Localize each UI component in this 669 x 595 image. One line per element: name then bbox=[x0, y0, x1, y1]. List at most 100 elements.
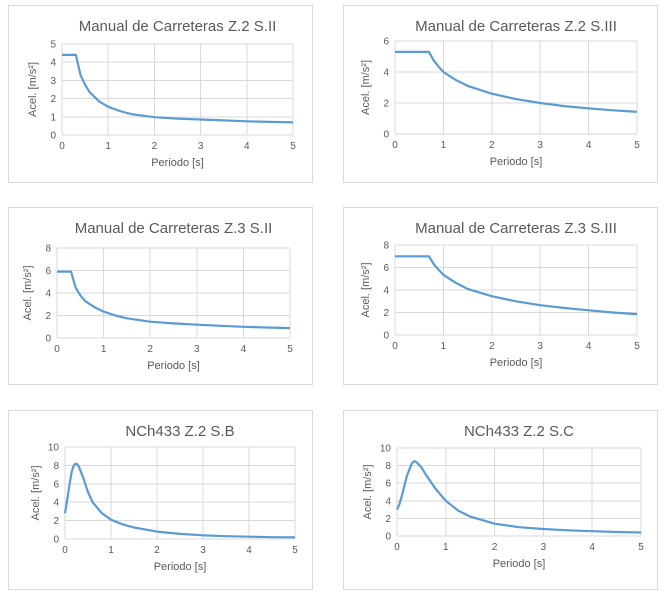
x-tick-label: 2 bbox=[152, 141, 158, 152]
y-tick-label: 2 bbox=[383, 99, 389, 110]
x-tick-label: 1 bbox=[441, 140, 447, 151]
chart-4: 0 2 4 6 8 0 1 2 3 4 5 Manual de Carreteras Z.3 S.II… bbox=[360, 220, 640, 369]
y-tick-label: 4 bbox=[53, 498, 59, 509]
x-tick-label: 1 bbox=[105, 141, 111, 152]
y-tick-label: 10 bbox=[380, 444, 392, 455]
x-tick-label: 4 bbox=[586, 140, 592, 151]
x-tick-label: 0 bbox=[394, 542, 400, 553]
chart-title: NCh433 Z.2 S.B bbox=[125, 423, 234, 440]
chart-panel-6: 0 2 4 6 8 10 0 1 2 3 4 5 NCh433 Z.2 S.C Periodo [s] Ac… bbox=[343, 410, 658, 590]
x-tick-label: 2 bbox=[492, 542, 498, 553]
y-tick-label: 2 bbox=[45, 311, 51, 322]
y-tick-label: 1 bbox=[50, 112, 56, 123]
y-tick-label: 0 bbox=[45, 334, 51, 345]
y-axis-label: Acel. [m/s²] bbox=[27, 62, 39, 117]
x-axis-label: Periodo [s] bbox=[490, 357, 543, 369]
y-axis-label: Acel. [m/s²] bbox=[360, 60, 372, 115]
y-tick-label: 3 bbox=[50, 76, 56, 87]
x-tick-label: 5 bbox=[287, 344, 293, 355]
x-tick-label: 3 bbox=[200, 545, 206, 556]
chart-panel-1: 0 1 2 3 4 5 0 1 2 3 4 5 Manual de Carreteras Z.2 S.I… bbox=[8, 5, 313, 183]
series-line bbox=[57, 270, 291, 330]
y-tick-label: 2 bbox=[53, 516, 59, 527]
y-tick-label: 8 bbox=[45, 244, 51, 255]
x-tick-label: 3 bbox=[537, 341, 543, 352]
x-tick-label: 4 bbox=[589, 542, 595, 553]
y-tick-label: 8 bbox=[383, 241, 389, 252]
x-tick-label: 2 bbox=[147, 344, 153, 355]
x-tick-label: 2 bbox=[489, 341, 495, 352]
chart-3: 0 2 4 6 8 0 1 2 3 4 5 Manual de Carreteras Z.3 S.II… bbox=[22, 220, 293, 372]
series-line bbox=[62, 53, 294, 124]
x-tick-label: 3 bbox=[198, 141, 204, 152]
x-tick-label: 2 bbox=[154, 545, 160, 556]
x-tick-label: 3 bbox=[194, 344, 200, 355]
x-tick-label: 0 bbox=[392, 341, 398, 352]
y-tick-label: 2 bbox=[383, 308, 389, 319]
y-tick-label: 8 bbox=[53, 461, 59, 472]
x-tick-label: 3 bbox=[537, 140, 543, 151]
x-tick-label: 1 bbox=[108, 545, 114, 556]
series-line bbox=[63, 462, 296, 539]
y-tick-label: 0 bbox=[383, 130, 389, 141]
y-tick-label: 10 bbox=[48, 443, 60, 454]
x-tick-label: 4 bbox=[586, 341, 592, 352]
y-tick-label: 6 bbox=[383, 263, 389, 274]
x-tick-label: 5 bbox=[292, 545, 298, 556]
chart-1: 0 1 2 3 4 5 0 1 2 3 4 5 Manual de Carreteras Z.2 S.I… bbox=[27, 18, 296, 169]
x-tick-label: 0 bbox=[392, 140, 398, 151]
y-axis-label: Acel. [m/s²] bbox=[22, 265, 34, 320]
chart-title: NCh433 Z.2 S.C bbox=[464, 423, 574, 440]
series-line bbox=[395, 50, 638, 113]
x-tick-label: 2 bbox=[489, 140, 495, 151]
y-axis-label: Acel. [m/s²] bbox=[360, 262, 372, 317]
series-line bbox=[395, 255, 638, 316]
y-tick-label: 4 bbox=[45, 289, 51, 300]
chart-panel-4: 0 2 4 6 8 0 1 2 3 4 5 Manual de Carreteras Z.3 S.II… bbox=[343, 207, 658, 385]
chart-2: 0 2 4 6 0 1 2 3 4 5 Manual de Carreteras Z.2 S.III… bbox=[360, 18, 640, 168]
y-axis-label: Acel. [m/s²] bbox=[30, 465, 42, 520]
x-tick-label: 0 bbox=[62, 545, 68, 556]
x-tick-label: 1 bbox=[443, 542, 449, 553]
x-tick-label: 3 bbox=[541, 542, 547, 553]
y-tick-label: 4 bbox=[383, 286, 389, 297]
x-tick-label: 5 bbox=[634, 341, 640, 352]
x-tick-label: 4 bbox=[241, 344, 247, 355]
chart-title: Manual de Carreteras Z.2 S.II bbox=[79, 18, 277, 35]
chart-panel-2: 0 2 4 6 0 1 2 3 4 5 Manual de Carreteras Z.2 S.III… bbox=[343, 5, 658, 183]
chart-panel-5: 0 2 4 6 8 10 0 1 2 3 4 5 NCh433 Z.2 S.B Periodo [s] Ac… bbox=[8, 410, 313, 590]
x-axis-label: Periodo [s] bbox=[154, 561, 207, 573]
y-tick-label: 6 bbox=[385, 479, 391, 490]
series-line bbox=[395, 460, 642, 534]
x-axis-label: Periodo [s] bbox=[493, 558, 546, 570]
x-tick-label: 5 bbox=[634, 140, 640, 151]
y-tick-label: 0 bbox=[383, 331, 389, 342]
y-tick-label: 6 bbox=[45, 266, 51, 277]
x-tick-label: 0 bbox=[59, 141, 65, 152]
y-tick-label: 8 bbox=[385, 461, 391, 472]
y-tick-label: 2 bbox=[50, 94, 56, 105]
y-tick-label: 4 bbox=[50, 58, 56, 69]
chart-title: Manual de Carreteras Z.3 S.III bbox=[415, 220, 617, 237]
y-tick-label: 2 bbox=[385, 514, 391, 525]
x-tick-label: 5 bbox=[638, 542, 644, 553]
y-tick-label: 0 bbox=[385, 532, 391, 543]
x-axis-label: Periodo [s] bbox=[490, 156, 543, 168]
y-tick-label: 0 bbox=[50, 131, 56, 142]
chart-title: Manual de Carreteras Z.2 S.III bbox=[415, 18, 617, 35]
y-tick-label: 6 bbox=[53, 479, 59, 490]
x-axis-label: Periodo [s] bbox=[151, 157, 204, 169]
x-tick-label: 4 bbox=[244, 141, 250, 152]
x-axis-label: Periodo [s] bbox=[147, 360, 200, 372]
y-tick-label: 0 bbox=[53, 535, 59, 546]
y-tick-label: 4 bbox=[385, 496, 391, 507]
chart-panel-3: 0 2 4 6 8 0 1 2 3 4 5 Manual de Carreteras Z.3 S.II… bbox=[8, 207, 313, 385]
y-tick-label: 4 bbox=[383, 68, 389, 79]
y-axis-label: Acel. [m/s²] bbox=[362, 464, 374, 519]
chart-5: 0 2 4 6 8 10 0 1 2 3 4 5 NCh433 Z.2 S.B Periodo [s] Ac… bbox=[30, 423, 298, 573]
chart-6: 0 2 4 6 8 10 0 1 2 3 4 5 NCh433 Z.2 S.C Periodo [s] Ac… bbox=[362, 423, 644, 570]
x-tick-label: 1 bbox=[101, 344, 107, 355]
x-tick-label: 1 bbox=[441, 341, 447, 352]
x-tick-label: 4 bbox=[246, 545, 252, 556]
x-tick-label: 5 bbox=[290, 141, 296, 152]
